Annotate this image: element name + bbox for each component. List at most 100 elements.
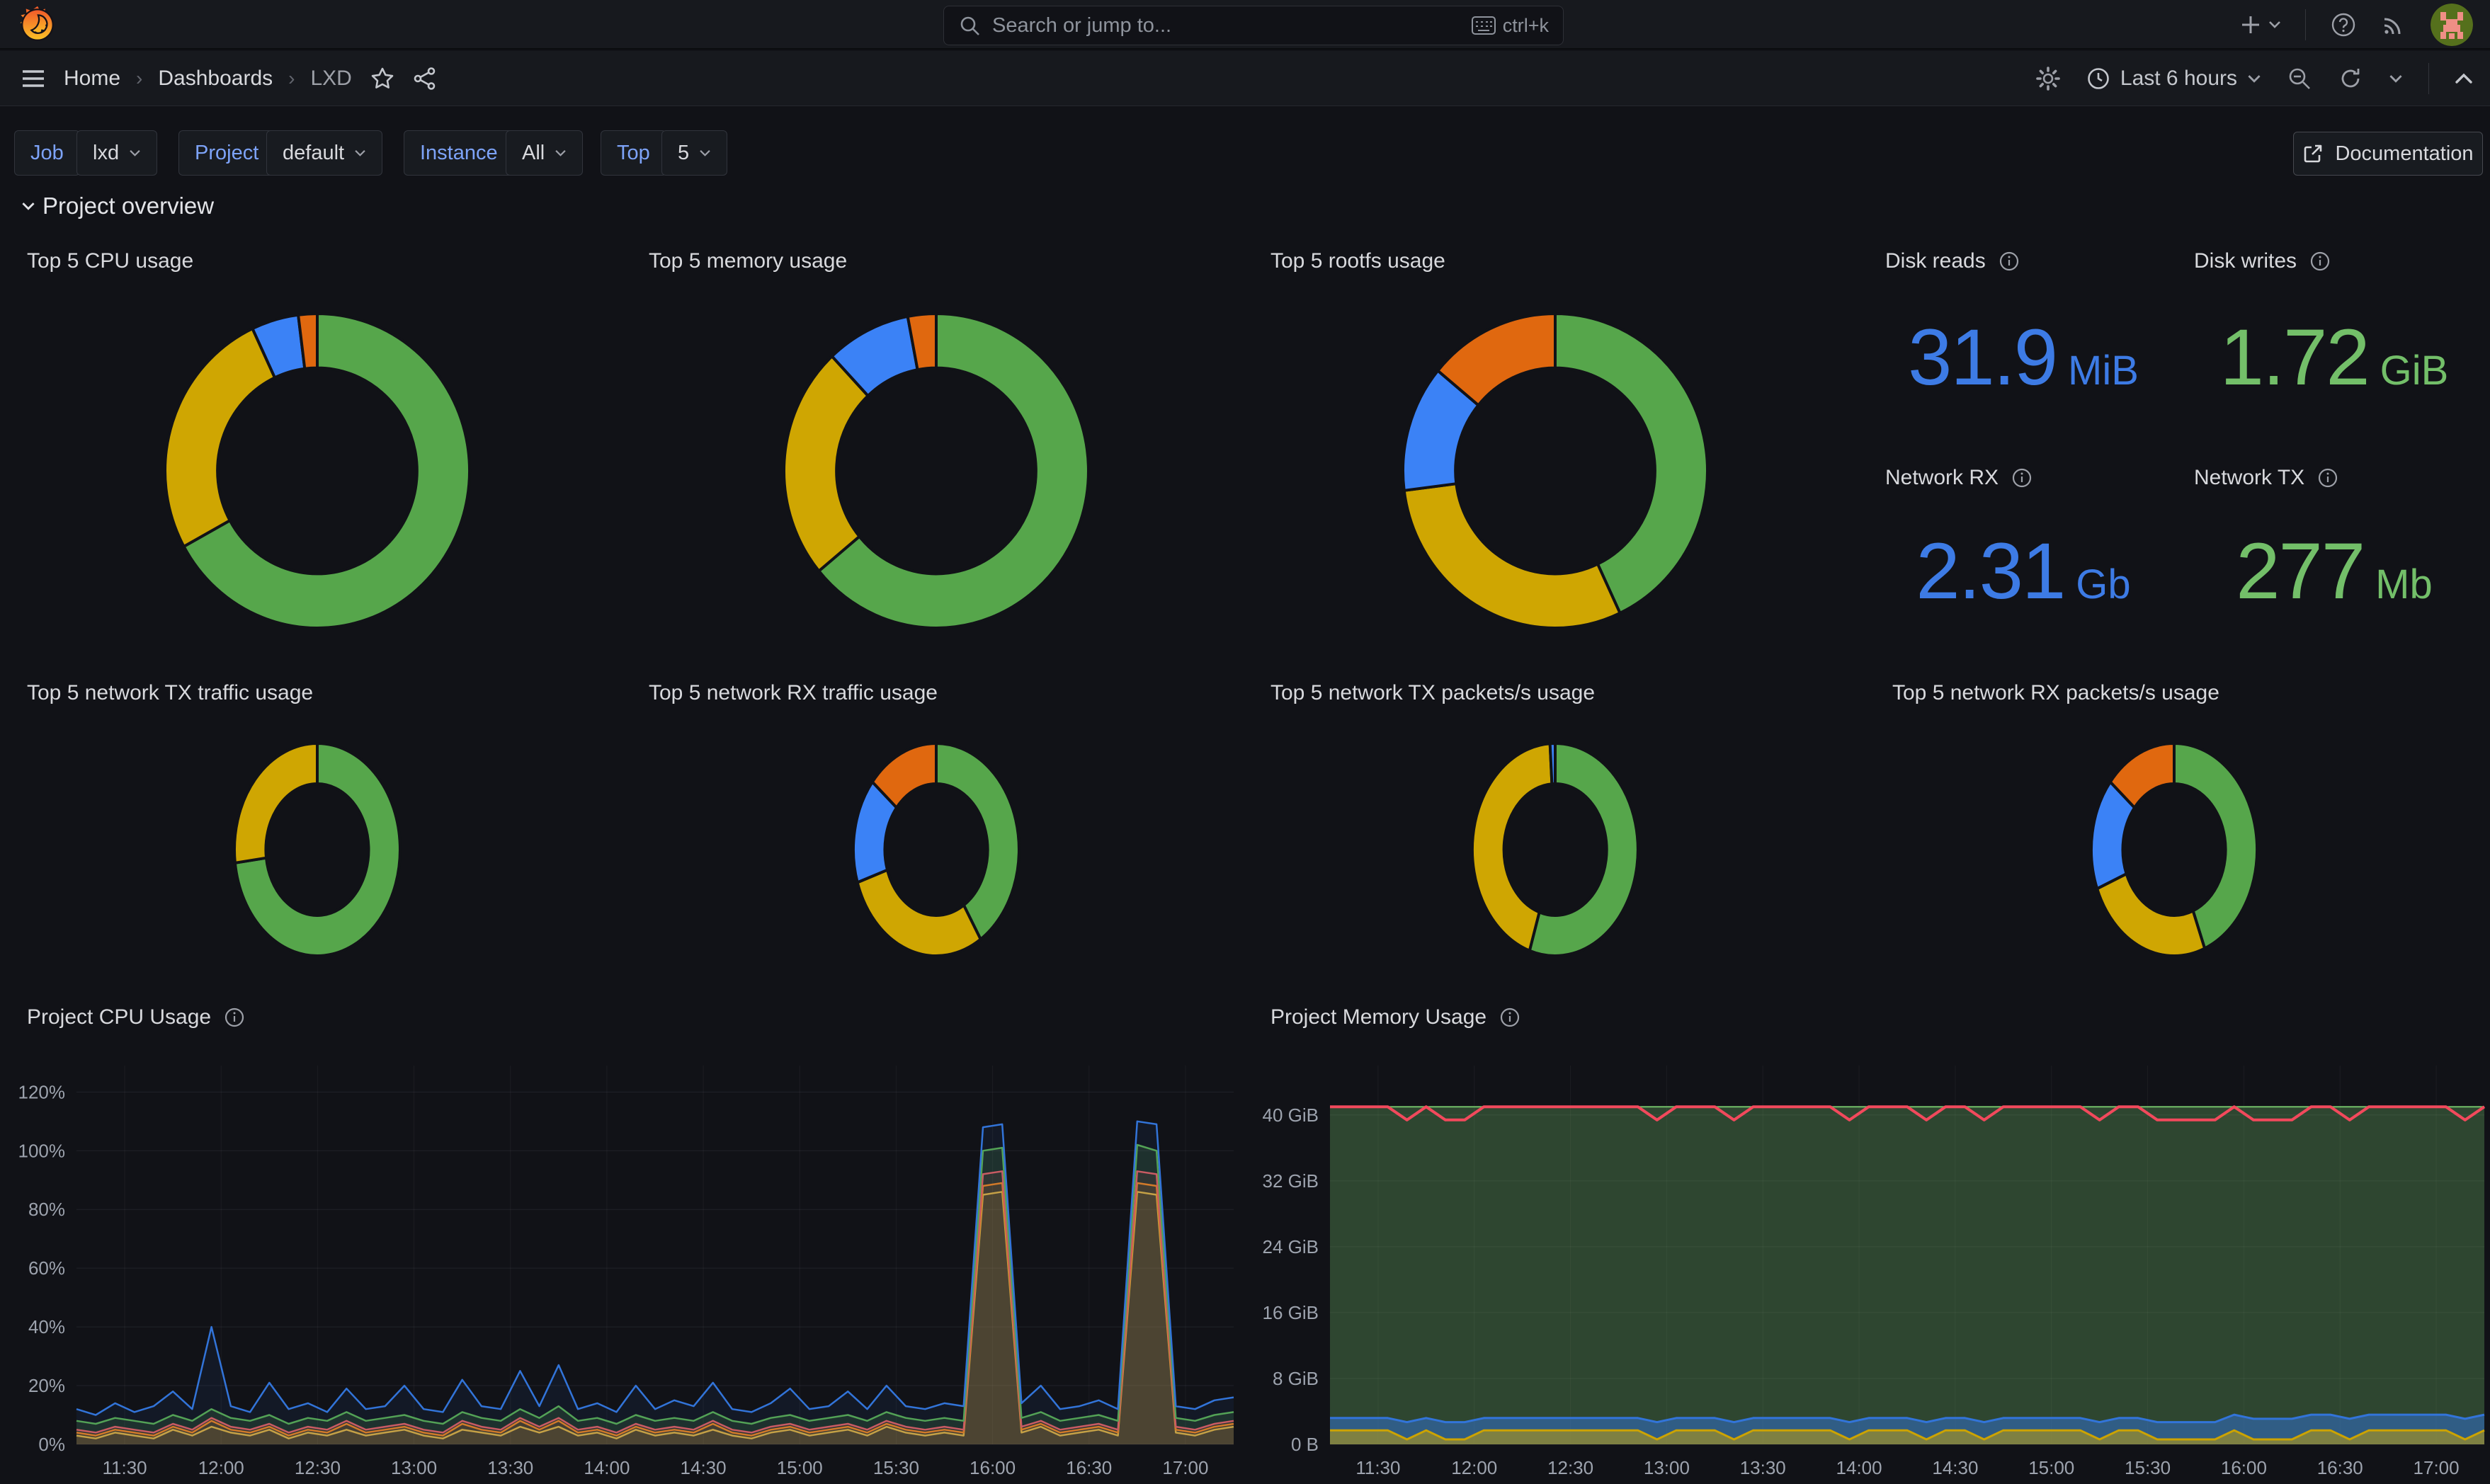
svg-text:0 B: 0 B [1291,1434,1319,1455]
panel-title-rx-traffic[interactable]: Top 5 network RX traffic usage [649,681,938,704]
filter-value-project[interactable]: default [266,130,383,176]
chevron-down-icon [355,149,365,156]
info-icon[interactable] [2317,467,2338,489]
chevron-down-icon [130,149,140,156]
svg-text:24 GiB: 24 GiB [1263,1236,1319,1257]
svg-text:16 GiB: 16 GiB [1263,1302,1319,1323]
svg-text:17:00: 17:00 [1162,1457,1208,1478]
donut-top5-rootfs [1402,312,1709,630]
panel-title-rx-packets[interactable]: Top 5 network RX packets/s usage [1892,681,2219,704]
chevron-down-icon [2248,74,2261,83]
stat-network-rx: 2.31 Gb [1916,527,2131,615]
info-icon[interactable] [1499,1007,1520,1028]
filter-label-instance[interactable]: Instance [404,130,514,176]
info-icon[interactable] [224,1007,245,1028]
refresh-interval-dropdown[interactable] [2389,74,2403,84]
filter-value-top[interactable]: 5 [661,130,728,176]
breadcrumb-home[interactable]: Home [64,67,121,90]
chevron-right-icon: › [288,67,295,89]
info-icon[interactable] [2011,467,2033,489]
row-project-overview[interactable]: Project overview [21,193,214,219]
svg-text:100%: 100% [18,1140,66,1161]
breadcrumb: Home › Dashboards › LXD [64,67,352,91]
svg-text:120%: 120% [18,1081,66,1102]
panel-title-project-cpu[interactable]: Project CPU Usage [27,1005,245,1029]
donut-rx-packets [2090,742,2259,958]
refresh-icon[interactable] [2338,66,2363,91]
grafana-logo-icon[interactable] [17,4,58,45]
time-range-label: Last 6 hours [2120,67,2237,90]
svg-text:80%: 80% [28,1199,65,1220]
panel-title-project-memory[interactable]: Project Memory Usage [1270,1005,1520,1029]
info-icon[interactable] [2309,251,2331,272]
info-icon[interactable] [1999,251,2020,272]
timeseries-project-cpu: 120% 100% 80% 60% 40% 20% 0% 11:30 12:00 12:30 13:… [18,1066,1234,1478]
svg-text:13:00: 13:00 [391,1457,437,1478]
search-input[interactable]: Search or jump to... ctrl+k [943,6,1564,45]
help-icon[interactable] [2330,11,2357,38]
svg-text:14:00: 14:00 [1836,1457,1882,1478]
svg-text:14:30: 14:30 [1932,1457,1978,1478]
breadcrumb-current: LXD [310,67,352,90]
svg-text:15:30: 15:30 [2125,1457,2171,1478]
svg-text:14:00: 14:00 [584,1457,630,1478]
external-link-icon [2302,143,2324,164]
star-icon[interactable] [370,67,394,91]
panel-title-network-tx[interactable]: Network TX [2194,466,2338,490]
svg-text:8 GiB: 8 GiB [1273,1368,1319,1389]
svg-text:15:00: 15:00 [777,1457,823,1478]
new-button[interactable] [2240,14,2281,35]
donut-tx-packets [1470,742,1639,957]
svg-text:14:30: 14:30 [681,1457,727,1478]
documentation-button[interactable]: Documentation [2293,132,2483,176]
filter-label-project[interactable]: Project [178,130,275,176]
top-nav-bar: Search or jump to... ctrl+k [0,0,2490,50]
svg-text:32 GiB: 32 GiB [1263,1170,1319,1192]
divider [2428,63,2429,94]
svg-text:16:00: 16:00 [970,1457,1016,1478]
svg-text:16:00: 16:00 [2221,1457,2267,1478]
timeseries-project-memory: 40 GiB 32 GiB 24 GiB 16 GiB 8 GiB 0 B 11:30 12:… [1263,1066,2486,1478]
topbar-actions [2240,0,2473,50]
filter-label-job[interactable]: Job [14,130,80,176]
panel-title-disk-reads[interactable]: Disk reads [1885,249,2020,273]
breadcrumb-dashboards[interactable]: Dashboards [158,67,273,90]
chevron-up-icon[interactable] [2455,72,2473,85]
svg-text:16:30: 16:30 [2317,1457,2363,1478]
share-icon[interactable] [413,67,437,91]
svg-text:11:30: 11:30 [103,1457,147,1478]
svg-text:11:30: 11:30 [1355,1457,1400,1478]
panel-title-tx-packets[interactable]: Top 5 network TX packets/s usage [1270,681,1596,704]
search-icon [958,14,981,37]
panel-title-top5-cpu[interactable]: Top 5 CPU usage [27,249,194,273]
panel-title-tx-traffic[interactable]: Top 5 network TX traffic usage [27,681,314,704]
filter-value-instance[interactable]: All [506,130,584,176]
svg-text:15:00: 15:00 [2028,1457,2074,1478]
search-shortcut: ctrl+k [1471,15,1549,37]
svg-text:13:00: 13:00 [1644,1457,1690,1478]
svg-text:40 GiB: 40 GiB [1263,1105,1319,1126]
chevron-down-icon [555,149,566,156]
svg-text:60%: 60% [28,1257,65,1279]
panel-title-disk-writes[interactable]: Disk writes [2194,249,2331,273]
news-icon[interactable] [2381,12,2406,38]
keyboard-icon [1471,16,1496,35]
svg-text:40%: 40% [28,1316,65,1337]
donut-top5-cpu [164,312,471,629]
filter-label-top[interactable]: Top [601,130,666,176]
panel-title-top5-rootfs[interactable]: Top 5 rootfs usage [1270,249,1445,273]
gear-icon[interactable] [2035,66,2061,91]
zoom-out-icon[interactable] [2287,66,2312,91]
donut-tx-traffic [232,742,402,957]
divider [2305,9,2306,40]
svg-text:12:00: 12:00 [198,1457,244,1478]
panel-title-top5-memory[interactable]: Top 5 memory usage [649,249,848,273]
user-avatar[interactable] [2431,4,2473,46]
chevron-down-icon [2269,21,2280,28]
filter-value-job[interactable]: lxd [76,130,158,176]
menu-icon[interactable] [21,69,45,89]
svg-text:12:00: 12:00 [1451,1457,1497,1478]
time-range-picker[interactable]: Last 6 hours [2086,67,2261,91]
panel-title-network-rx[interactable]: Network RX [1885,466,2033,490]
